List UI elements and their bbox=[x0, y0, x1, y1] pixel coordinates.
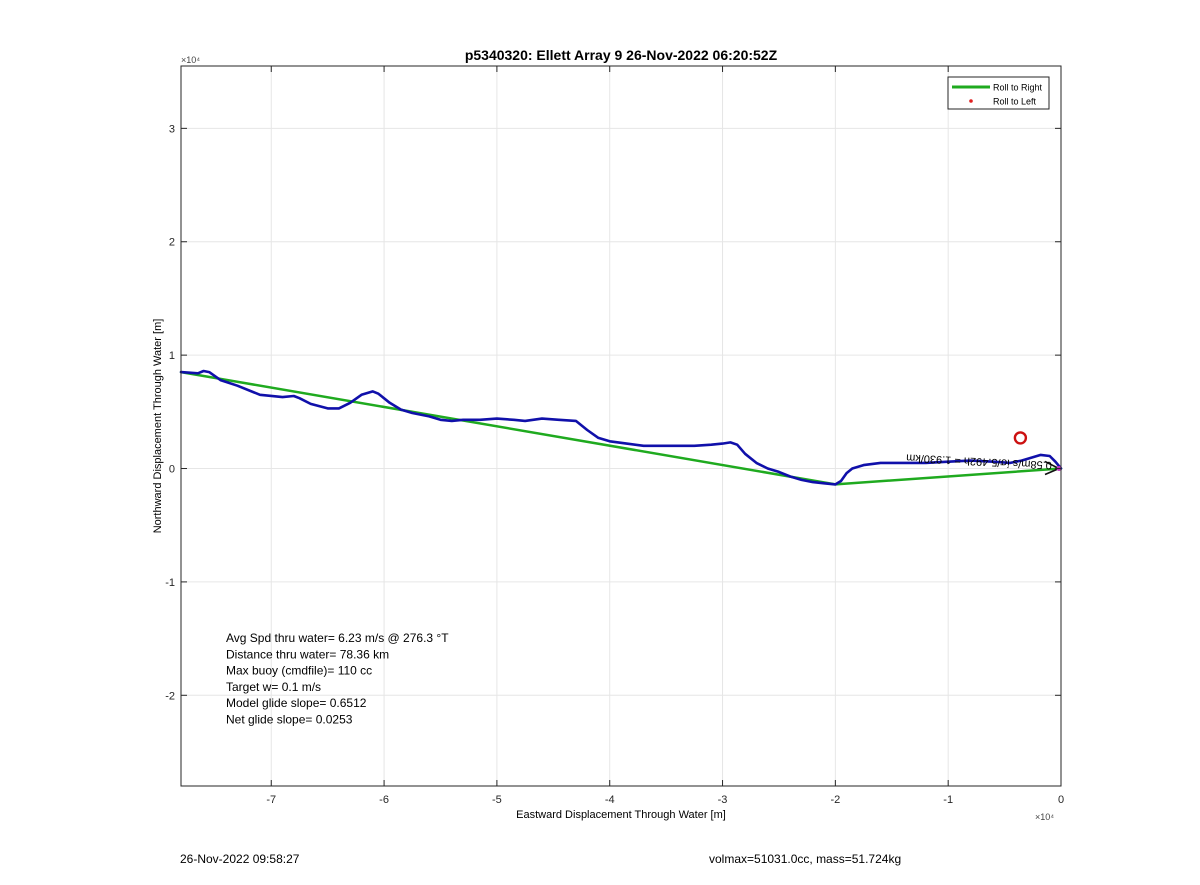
x-tick-label: -5 bbox=[492, 794, 502, 806]
series-line-green bbox=[179, 370, 1063, 486]
grid-lines bbox=[181, 66, 1062, 786]
y-axis-multiplier: ×10⁴ bbox=[181, 55, 200, 65]
series-layer bbox=[179, 369, 1063, 486]
stats-text-line: Max buoy (cmdfile)= 110 cc bbox=[226, 664, 372, 678]
x-tick-label: -1 bbox=[943, 794, 953, 806]
footer-volmax-mass: volmax=51031.0cc, mass=51.724kg bbox=[709, 852, 902, 866]
y-tick-label: 1 bbox=[169, 350, 175, 362]
stats-text-line: Target w= 0.1 m/s bbox=[226, 680, 321, 694]
x-tick-label: -4 bbox=[605, 794, 615, 806]
chart-title: p5340320: Ellett Array 9 26-Nov-2022 06:… bbox=[465, 47, 778, 63]
y-tick-label: 2 bbox=[169, 237, 175, 249]
series-line-blue bbox=[179, 369, 1063, 486]
y-tick-label: -1 bbox=[165, 577, 175, 589]
y-tick-label: 0 bbox=[169, 464, 175, 476]
stats-text-line: Net glide slope= 0.0253 bbox=[226, 713, 353, 727]
legend-swatch-dot bbox=[969, 99, 973, 103]
x-tick-label: 0 bbox=[1058, 794, 1064, 806]
stats-text-line: Distance thru water= 78.36 km bbox=[226, 647, 389, 661]
tick-layer: -7 -6 -5 -4 -3 -2 -1 0 -2 -1 0 1 2 3 bbox=[165, 66, 1064, 806]
x-tick-label: -7 bbox=[266, 794, 276, 806]
x-tick-label: -6 bbox=[379, 794, 389, 806]
stats-text-line: Avg Spd thru water= 6.23 m/s @ 276.3 °T bbox=[226, 631, 449, 645]
legend-box bbox=[947, 76, 1050, 110]
legend-label: Roll to Right bbox=[993, 83, 1043, 93]
y-tick-label: -2 bbox=[165, 690, 175, 702]
legend: Roll to Right Roll to Left bbox=[947, 76, 1050, 110]
x-tick-label: -2 bbox=[830, 794, 840, 806]
waypoint-circle-marker bbox=[1013, 431, 1028, 445]
stats-text-line: Model glide slope= 0.6512 bbox=[226, 696, 367, 710]
x-tick-label: -3 bbox=[718, 794, 728, 806]
x-axis-multiplier: ×10⁴ bbox=[1035, 812, 1054, 822]
axes-box bbox=[180, 65, 1062, 787]
y-axis-label: Northward Displacement Through Water [m] bbox=[152, 319, 164, 534]
footer-timestamp: 26-Nov-2022 09:58:27 bbox=[180, 852, 300, 866]
x-axis-label: Eastward Displacement Through Water [m] bbox=[516, 809, 726, 821]
y-tick-label: 3 bbox=[169, 123, 175, 135]
stats-text-block: Avg Spd thru water= 6.23 m/s @ 276.3 °T D… bbox=[226, 631, 449, 727]
legend-label: Roll to Left bbox=[993, 97, 1037, 107]
